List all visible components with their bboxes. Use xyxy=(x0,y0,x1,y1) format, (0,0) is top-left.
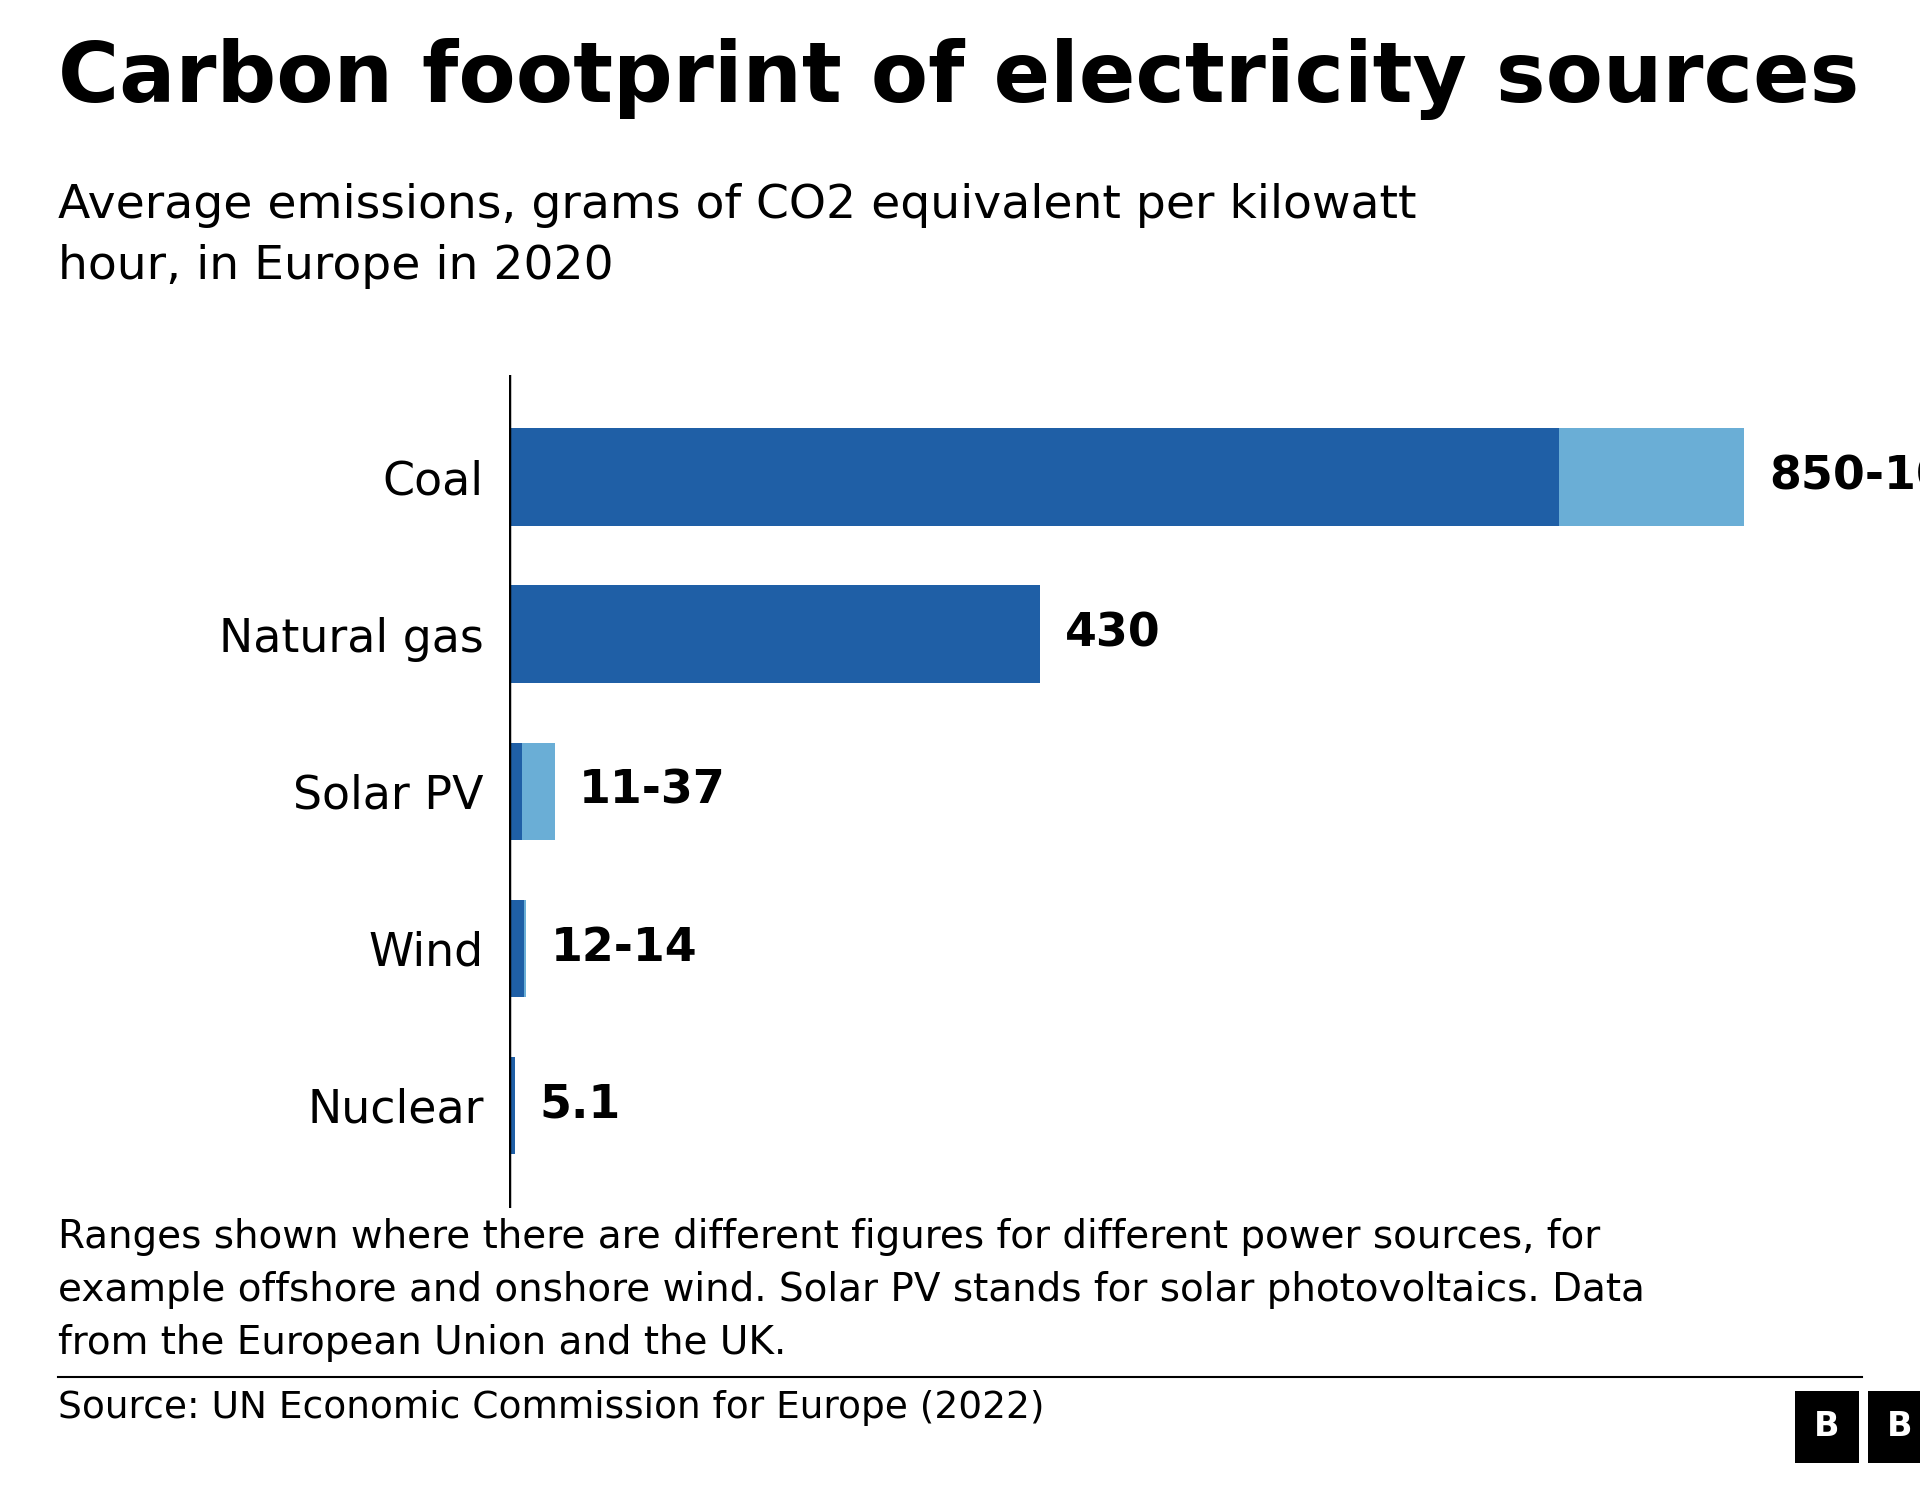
Text: Carbon footprint of electricity sources: Carbon footprint of electricity sources xyxy=(58,38,1859,120)
Bar xyxy=(509,900,524,998)
Text: B: B xyxy=(1887,1410,1912,1443)
Text: 850-1000: 850-1000 xyxy=(1768,454,1920,500)
Bar xyxy=(509,585,1041,682)
Bar xyxy=(524,900,526,998)
Text: 5.1: 5.1 xyxy=(540,1083,620,1128)
Text: 430: 430 xyxy=(1066,612,1160,657)
Text: B: B xyxy=(1814,1410,1839,1443)
Bar xyxy=(509,742,522,840)
Text: 12-14: 12-14 xyxy=(551,926,697,970)
Bar xyxy=(522,742,555,840)
Text: Ranges shown where there are different figures for different power sources, for
: Ranges shown where there are different f… xyxy=(58,1218,1644,1362)
Text: Average emissions, grams of CO2 equivalent per kilowatt
hour, in Europe in 2020: Average emissions, grams of CO2 equivale… xyxy=(58,183,1417,288)
Bar xyxy=(1559,429,1745,526)
Bar xyxy=(509,1056,515,1154)
Text: Source: UN Economic Commission for Europe (2022): Source: UN Economic Commission for Europ… xyxy=(58,1390,1044,1426)
Bar xyxy=(509,429,1559,526)
Text: 11-37: 11-37 xyxy=(580,768,726,813)
